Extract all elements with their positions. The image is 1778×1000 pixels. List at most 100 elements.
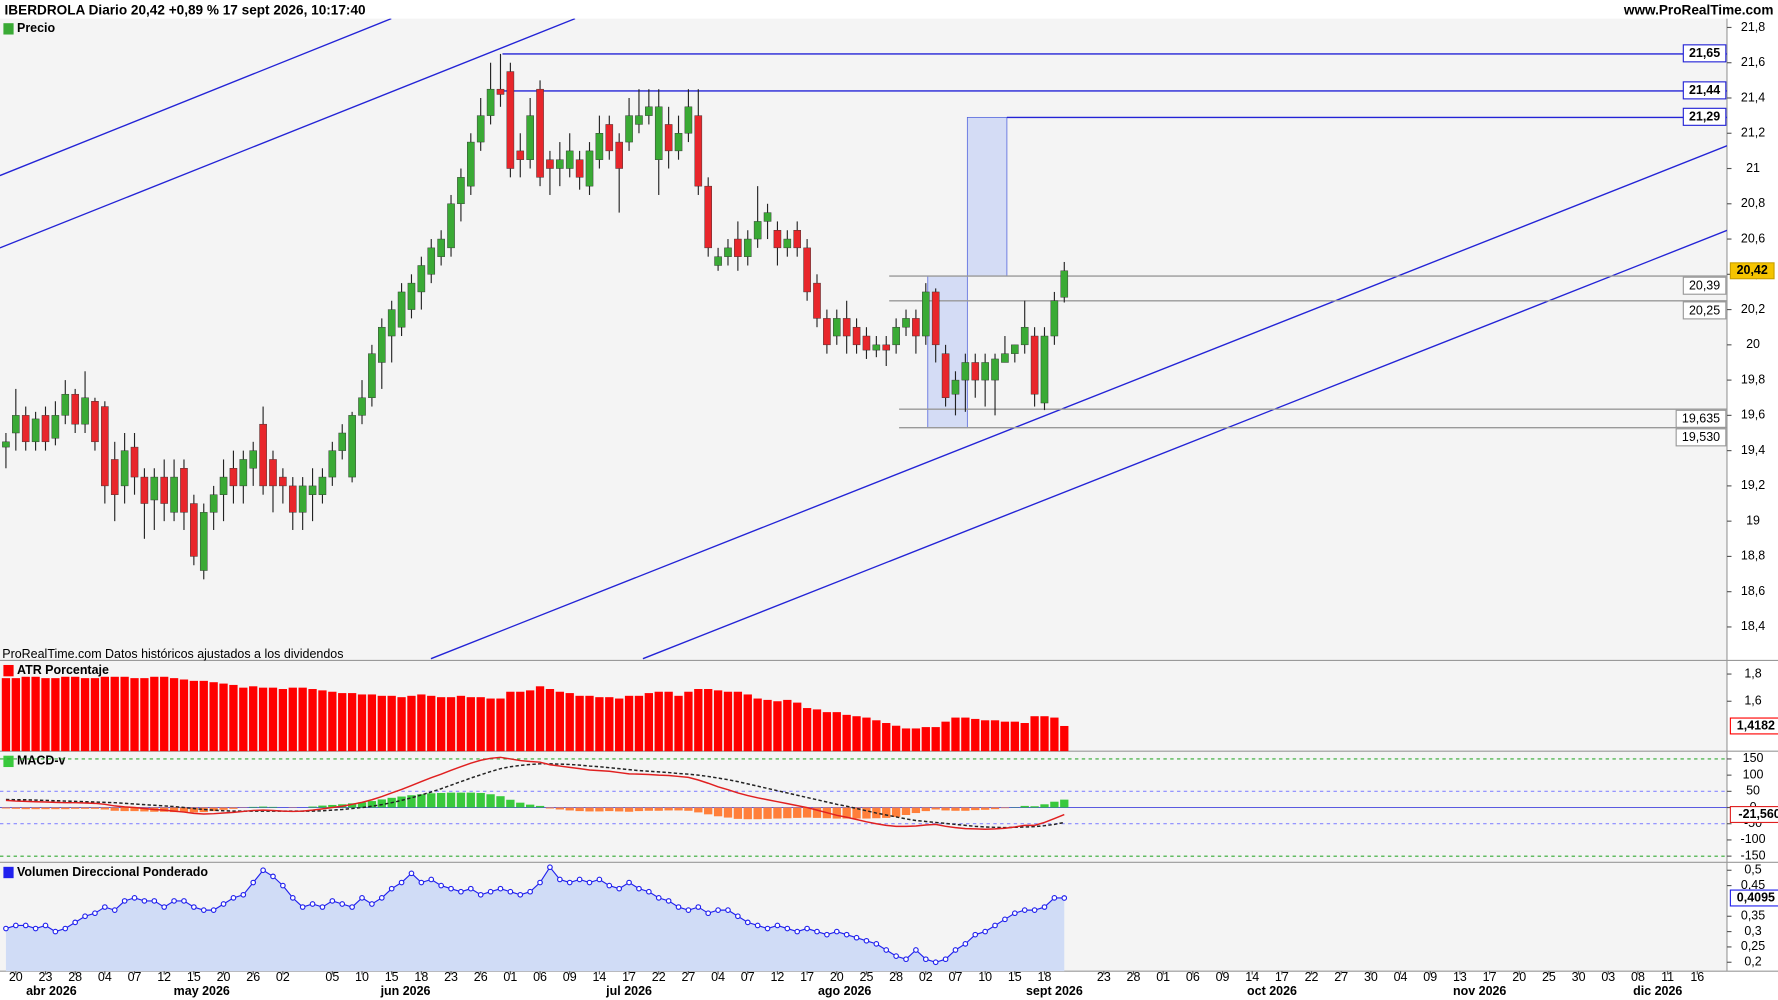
bar [1050, 717, 1059, 752]
histogram-bar [911, 807, 921, 814]
bar [822, 712, 832, 752]
bar [971, 718, 980, 752]
x-tick-label: 07 [949, 970, 963, 984]
histogram-bar [773, 807, 782, 819]
point [715, 907, 721, 913]
x-tick-label: 07 [128, 970, 142, 984]
x-month-label: may 2026 [174, 984, 230, 998]
x-tick-label: 23 [1097, 970, 1111, 984]
bar [120, 676, 129, 752]
histogram-bar [901, 807, 911, 815]
candle-body [654, 106, 663, 160]
x-tick-label: 04 [1394, 970, 1408, 984]
bar [535, 686, 545, 752]
bar [852, 716, 861, 752]
candle-body [991, 358, 999, 381]
bar [338, 693, 347, 752]
candle-body [288, 485, 297, 513]
histogram-bar [535, 805, 545, 808]
y-tick-label: 21,2 [1741, 126, 1765, 140]
x-tick-label: 28 [68, 970, 82, 984]
bar [545, 689, 555, 752]
bar [872, 720, 881, 752]
bar [268, 687, 278, 752]
bar [516, 691, 525, 752]
point [299, 904, 306, 910]
bar [684, 691, 693, 752]
y-tick-label: 18,8 [1741, 549, 1765, 563]
point [942, 956, 949, 963]
candle-body [664, 124, 673, 152]
point [378, 895, 385, 901]
point [62, 925, 69, 932]
bar [654, 691, 663, 752]
x-tick-label: 15 [1008, 970, 1022, 984]
y-tick-label: 20,2 [1741, 302, 1765, 316]
candle-body [71, 393, 79, 425]
candle-body [417, 265, 426, 293]
point [913, 947, 919, 953]
candle-body [328, 450, 337, 478]
x-tick-label: 15 [385, 970, 399, 984]
bar [931, 727, 940, 752]
last-value-box [1729, 717, 1778, 735]
bar [427, 695, 436, 752]
y-tick-label: 19,6 [1741, 408, 1765, 422]
point [873, 941, 880, 947]
histogram-bar [832, 807, 841, 819]
x-tick-label: 15 [187, 970, 201, 984]
candle-body [516, 150, 525, 160]
point [151, 898, 158, 904]
x-tick-label: 20 [217, 970, 231, 984]
bar [882, 723, 891, 752]
point [952, 947, 959, 953]
bar [179, 679, 189, 752]
legend-label: ATR Porcentaje [17, 663, 109, 677]
histogram-bar [120, 807, 129, 812]
bar [367, 694, 377, 752]
point [794, 928, 801, 935]
histogram-bar [575, 807, 584, 812]
bar [773, 701, 782, 752]
candle-body [180, 468, 188, 513]
histogram-bar [852, 807, 861, 819]
candle-body [734, 238, 742, 257]
level-label: 19,530 [1682, 430, 1720, 444]
point [824, 931, 830, 938]
histogram-bar [783, 807, 792, 819]
candle-body [862, 335, 871, 351]
histogram-bar [694, 807, 703, 813]
bar [704, 689, 713, 752]
point [349, 904, 355, 910]
histogram-bar [1020, 805, 1029, 808]
bar [140, 678, 149, 752]
candle-body [1060, 270, 1069, 298]
y-tick-label: 20 [1746, 337, 1760, 351]
bar [130, 678, 139, 752]
point [250, 879, 257, 886]
point [497, 885, 504, 892]
area-fill [5, 867, 1065, 972]
bar [1030, 716, 1039, 752]
legend-swatch [3, 23, 14, 35]
histogram-bar [1, 807, 11, 809]
x-tick-label: 11 [1661, 970, 1674, 984]
point [42, 922, 49, 929]
candle-body [605, 124, 614, 152]
histogram-bar [555, 807, 564, 810]
candle-body [743, 238, 752, 257]
point [833, 928, 840, 935]
histogram-bar [723, 807, 733, 818]
histogram-bar [249, 806, 258, 808]
candle-body [229, 468, 238, 487]
x-tick-label: 17 [1275, 970, 1289, 984]
x-tick-label: 26 [246, 970, 260, 984]
candle-body [773, 230, 782, 249]
histogram-bar [793, 807, 802, 818]
point [458, 888, 464, 895]
histogram-bar [565, 807, 574, 811]
bar [723, 691, 733, 752]
point [853, 934, 860, 941]
y-tick-label: 0,3 [1744, 924, 1761, 938]
x-tick-label: 30 [1364, 970, 1378, 984]
